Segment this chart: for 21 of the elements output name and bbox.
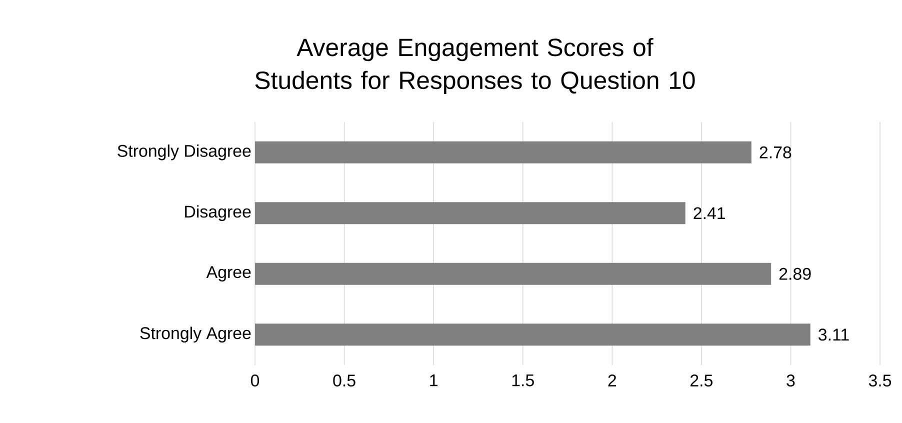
bar [255,262,772,285]
y-tick-label: Strongly Agree [140,326,251,343]
data-label: 2.41 [694,207,726,220]
x-tick-label: 3.5 [868,374,892,387]
x-tick-label: 2 [608,374,616,386]
x-tick-label: 3 [786,374,795,387]
data-label: 2.78 [760,146,792,158]
x-tick-label: 1 [430,374,438,386]
x-tick-label: 1.5 [512,374,534,386]
data-label: 3.11 [818,328,849,341]
bar [255,202,686,224]
x-tick-label: 2.5 [690,374,712,387]
x-tick-label: 0 [250,374,260,387]
data-label: 2.89 [779,268,811,280]
y-tick-label: Disagree [185,205,251,222]
y-tick-label: Strongly Disagree [118,144,251,160]
bar [255,324,810,346]
chart-title: Average Engagement Scores of Students for Responses to Question 10 [255,38,695,94]
x-tick-label: 0.5 [333,374,356,387]
y-tick-label: Agree [206,266,251,282]
bar [255,141,752,164]
